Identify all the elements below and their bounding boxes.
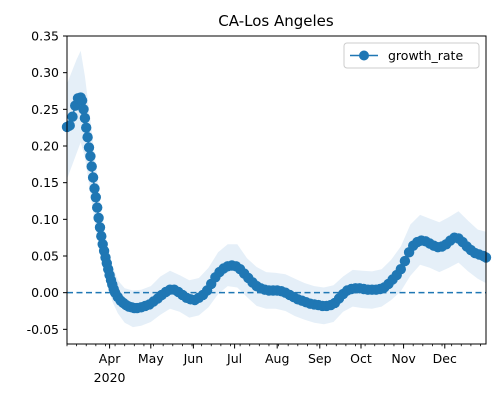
- y-tick-label: 0.15: [31, 175, 59, 190]
- legend[interactable]: growth_rate: [343, 42, 480, 69]
- y-tick-label: 0.00: [31, 285, 59, 300]
- data-point: [79, 112, 91, 124]
- data-point: [92, 202, 103, 213]
- x-axis: Apr 2020 May Jun Jul Aug Sep Oct Nov Dec: [66, 344, 481, 385]
- x-year-label: 2020: [94, 370, 126, 385]
- x-tick-label: Nov: [391, 351, 416, 366]
- plot-frame: [66, 35, 487, 345]
- y-tick-label: -0.05: [27, 322, 59, 337]
- y-tick-label: 0.20: [31, 139, 59, 154]
- chart-title: CA-Los Angeles: [218, 12, 334, 30]
- data-point: [76, 95, 88, 106]
- y-tick-label: 0.10: [31, 212, 59, 227]
- x-tick-label: Jun: [183, 351, 204, 366]
- data-point: [67, 111, 78, 122]
- data-point: [96, 231, 107, 242]
- legend-box: [343, 42, 480, 69]
- data-point: [78, 104, 89, 115]
- data-point: [87, 172, 99, 183]
- data-point: [83, 142, 95, 153]
- legend-label: growth_rate: [388, 48, 463, 63]
- y-tick-label: 0.05: [31, 249, 59, 264]
- x-tick-label: Sep: [308, 351, 332, 366]
- data-point: [90, 192, 102, 203]
- x-tick-label: Jul: [226, 351, 242, 366]
- growth-rate-series: [61, 92, 492, 314]
- x-tick-label: Oct: [350, 351, 372, 366]
- y-tick-label: 0.35: [31, 29, 59, 44]
- data-point: [81, 122, 92, 133]
- data-point: [399, 255, 411, 267]
- legend-marker: [359, 50, 369, 61]
- data-point: [89, 183, 100, 194]
- y-axis: -0.05 0.00 0.05 0.10 0.15 0.20 0.25 0.30 0.35: [27, 29, 67, 337]
- data-point: [85, 151, 96, 162]
- x-tick-label: Dec: [433, 351, 457, 366]
- data-point: [94, 222, 106, 233]
- data-point: [395, 264, 406, 275]
- data-point: [64, 120, 75, 131]
- y-tick-label: 0.25: [31, 102, 59, 117]
- data-point: [82, 132, 93, 143]
- x-tick-label: Apr: [99, 351, 121, 366]
- data-point: [86, 161, 97, 172]
- x-tick-label: Aug: [265, 351, 289, 366]
- x-tick-label: May: [138, 351, 164, 366]
- data-point: [93, 212, 104, 224]
- y-tick-label: 0.30: [31, 65, 59, 80]
